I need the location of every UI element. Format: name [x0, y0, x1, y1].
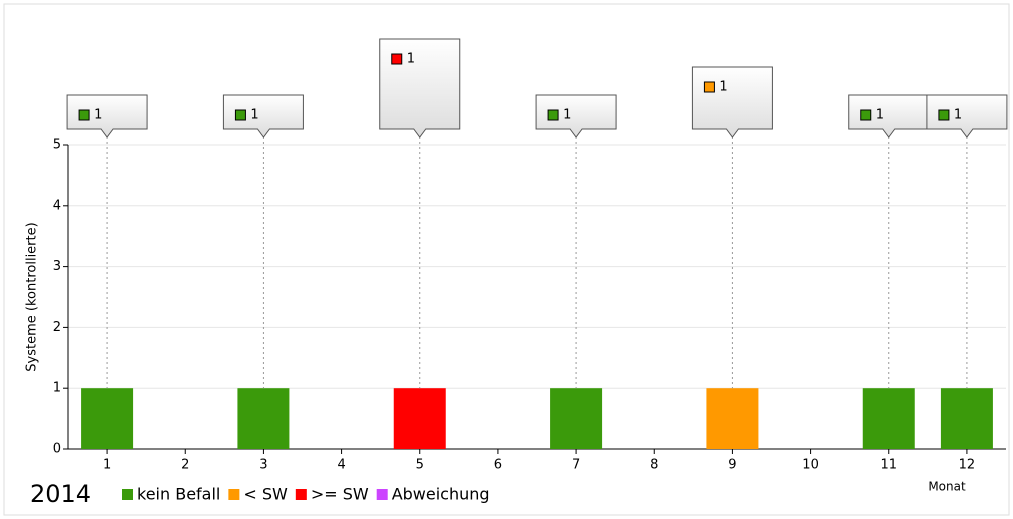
legend-label: Abweichung: [392, 485, 490, 504]
x-axis-label: Monat: [928, 480, 966, 494]
x-tick-label: 10: [802, 458, 819, 473]
tooltip-swatch: [938, 109, 950, 121]
chart-title: 2014: [30, 480, 91, 508]
x-tick-label: 11: [880, 458, 897, 473]
x-tick-label: 4: [337, 458, 345, 473]
data-label: 1: [719, 80, 727, 95]
data-label: 1: [94, 108, 102, 123]
x-tick-label: 3: [259, 458, 267, 473]
legend-swatch: [228, 489, 240, 500]
frame: [3, 3, 1010, 516]
tooltip-swatch: [547, 109, 559, 121]
data-label: 1: [876, 108, 884, 123]
tooltip-box: [535, 94, 617, 138]
y-tick-label: 1: [53, 381, 61, 396]
legend-label: >= SW: [311, 485, 369, 504]
tooltip-swatch: [391, 53, 403, 65]
legend-swatch: [295, 489, 307, 500]
x-tick-label: 12: [959, 458, 976, 473]
bar: [81, 388, 134, 449]
bar: [550, 388, 603, 449]
data-label: 1: [563, 108, 571, 123]
x-tick-label: 6: [494, 458, 502, 473]
bar: [393, 388, 446, 449]
legend-label: kein Befall: [137, 485, 220, 504]
x-tick-label: 2: [181, 458, 189, 473]
x-tick-label: 9: [728, 458, 736, 473]
tooltip-box: [222, 94, 304, 138]
y-tick-label: 4: [53, 198, 61, 213]
y-tick-label: 5: [53, 138, 61, 153]
legend-label: < SW: [243, 485, 288, 504]
tooltip-swatch: [78, 109, 90, 121]
tooltip-box: [66, 94, 148, 138]
bar: [940, 388, 993, 449]
x-tick-label: 1: [103, 458, 111, 473]
tooltip-box: [691, 66, 773, 138]
tooltip-swatch: [234, 109, 246, 121]
x-tick-label: 7: [572, 458, 580, 473]
bar: [862, 388, 915, 449]
legend-swatch: [376, 489, 388, 500]
data-label: 1: [250, 108, 258, 123]
bar: [706, 388, 759, 449]
y-tick-label: 3: [53, 259, 61, 274]
legend-swatch: [122, 489, 133, 500]
data-label: 1: [407, 52, 415, 67]
x-tick-label: 5: [416, 458, 424, 473]
x-tick-label: 8: [650, 458, 658, 473]
tooltip-swatch: [703, 81, 715, 93]
bar: [237, 388, 290, 449]
y-axis-label: Systeme (kontrollierte): [25, 222, 40, 371]
tooltip-swatch: [860, 109, 872, 121]
tooltip-box: [926, 94, 1008, 138]
y-tick-label: 0: [53, 442, 61, 457]
data-label: 1: [954, 108, 962, 123]
y-tick-label: 2: [53, 320, 61, 335]
